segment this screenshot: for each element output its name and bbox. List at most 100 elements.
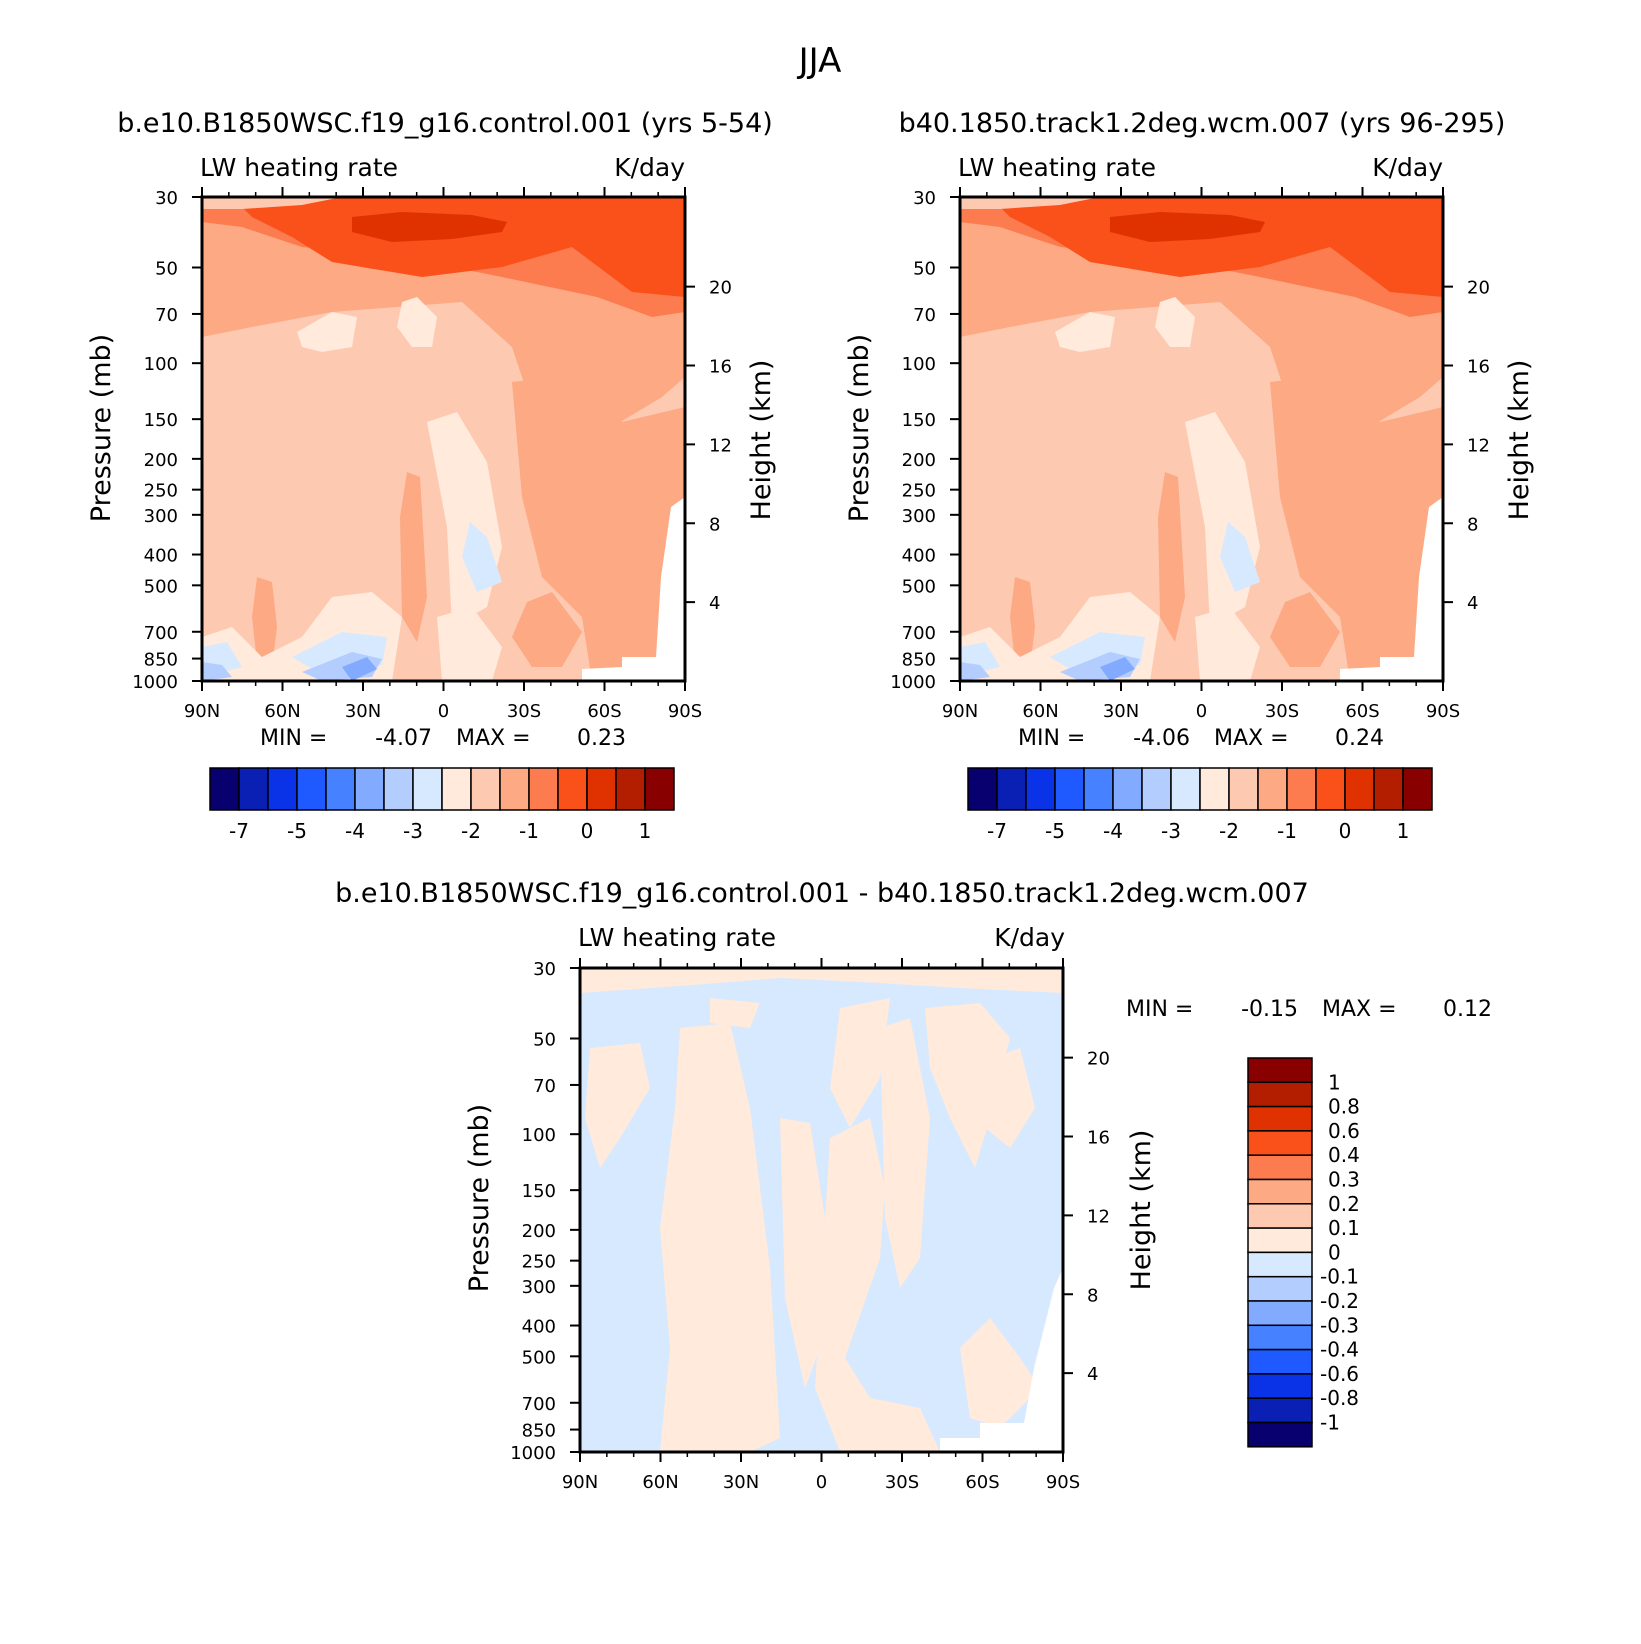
contour-fill <box>582 497 685 681</box>
y-tick-label: 700 <box>144 623 178 644</box>
contour-fill <box>1195 607 1260 681</box>
colorbar-box <box>1247 1178 1313 1205</box>
colorbar-box <box>967 767 998 811</box>
contour-fill <box>202 197 342 209</box>
contour-fill <box>990 197 1443 297</box>
panel-control-max-label: MAX = <box>456 726 531 751</box>
colorbar-box <box>1344 767 1375 811</box>
colorbar-label: -0.3 <box>1320 1313 1359 1337</box>
y-tick-label: 70 <box>155 305 178 326</box>
colorbar-box <box>296 767 327 811</box>
height-tick-label: 20 <box>1467 278 1490 299</box>
colorbar-label: 0 <box>1328 1240 1341 1264</box>
colorbar-label: 0 <box>1339 819 1352 843</box>
colorbar-box <box>1141 767 1172 811</box>
x-tick-label: 30N <box>1103 701 1139 722</box>
height-tick-label: 4 <box>1087 1364 1098 1385</box>
colorbar-label: 0.6 <box>1328 1119 1360 1143</box>
colorbar-box <box>1247 1275 1313 1302</box>
panel-wcm-pressure-axis-label: Pressure (mb) <box>844 334 875 522</box>
y-tick-label: 150 <box>522 1181 556 1202</box>
colorbar-box <box>528 767 559 811</box>
contour-fill <box>925 1003 1010 1168</box>
x-tick-label: 60S <box>965 1472 999 1493</box>
panel-diff-max-label: MAX = <box>1322 997 1397 1022</box>
contour-fill <box>1270 592 1340 667</box>
contour-fill <box>710 998 760 1028</box>
colorbar-box <box>1228 767 1259 811</box>
panel-wcm-max-value: 0.24 <box>1335 726 1384 751</box>
x-tick-label: 30N <box>345 701 381 722</box>
colorbar-box <box>1247 1373 1313 1399</box>
x-tick-label: 0 <box>1196 701 1207 722</box>
panel-control-pressure-axis-label: Pressure (mb) <box>86 334 117 522</box>
colorbar-label: 0.2 <box>1328 1192 1360 1216</box>
y-tick-label: 700 <box>522 1394 556 1415</box>
colorbar-box <box>1054 767 1085 811</box>
panel-control-case-title: b.e10.B1850WSC.f19_g16.control.001 (yrs … <box>117 108 773 139</box>
panel-diff-pressure-axis-label: Pressure (mb) <box>464 1104 495 1292</box>
panel-control-height-axis-label: Height (km) <box>746 360 777 521</box>
y-tick-label: 30 <box>155 188 178 209</box>
colorbar-label: -5 <box>287 819 307 843</box>
colorbar-box <box>1247 1348 1313 1375</box>
colorbar-box <box>209 767 240 811</box>
y-tick-label: 150 <box>902 410 936 431</box>
colorbar-box <box>1315 767 1346 811</box>
contour-fill <box>1340 497 1443 681</box>
y-tick-label: 500 <box>902 576 936 597</box>
y-tick-label: 70 <box>533 1076 556 1097</box>
panel-diff-variable-label: LW heating rate <box>578 923 776 952</box>
contour-fill <box>660 1023 780 1452</box>
colorbar-label: -0.1 <box>1320 1265 1359 1289</box>
colorbar-box <box>1247 1105 1313 1132</box>
contour-fill <box>252 577 277 667</box>
height-tick-label: 4 <box>709 593 720 614</box>
panel-diff-plot: 90N 60N 30N 0 30S 60S 90S 30 50 70 100 150 200 250 300… <box>510 958 1110 1493</box>
height-tick-label: 12 <box>1467 435 1490 456</box>
panel-control-variable-label: LW heating rate <box>200 153 398 182</box>
contour-fill <box>940 1268 1063 1452</box>
contour-fill <box>232 197 685 297</box>
panel-diff-units-label: K/day <box>994 923 1065 952</box>
panel-wcm-case-title: b40.1850.track1.2deg.wcm.007 (yrs 96-295… <box>899 108 1506 139</box>
y-tick-label: 100 <box>522 1125 556 1146</box>
colorbar-label: 0.8 <box>1328 1095 1360 1119</box>
x-tick-label: 60S <box>1345 701 1379 722</box>
contour-fill <box>352 212 507 242</box>
contour-fill <box>202 662 232 681</box>
contour-fill <box>1270 375 1443 681</box>
height-tick-label: 12 <box>1087 1206 1110 1227</box>
panel-diff: b.e10.B1850WSC.f19_g16.control.001 - b40… <box>335 878 1492 1493</box>
contour-fill <box>585 1043 650 1168</box>
x-tick-label: 60N <box>1022 701 1058 722</box>
y-tick-label: 200 <box>144 450 178 471</box>
x-tick-label: 30S <box>507 701 541 722</box>
colorbar-box <box>557 767 588 811</box>
colorbar-label: -7 <box>987 819 1007 843</box>
panel-diff-max-value: 0.12 <box>1443 997 1492 1022</box>
contour-fill <box>1155 297 1195 347</box>
y-tick-label: 250 <box>144 481 178 502</box>
panel-wcm-plot: 90N 60N 30N 0 30S 60S 90S 30 50 70 100 150 200 250 300… <box>890 187 1490 722</box>
contour-fill <box>1010 577 1035 667</box>
colorbar-box <box>412 767 443 811</box>
contour-fill <box>960 1318 1040 1428</box>
colorbar-box <box>1247 1324 1313 1351</box>
colorbar-box <box>1373 767 1404 811</box>
colorbar-label: -0.4 <box>1320 1338 1359 1362</box>
colorbar-label: -0.6 <box>1320 1362 1359 1386</box>
colorbar-box <box>383 767 414 811</box>
y-tick-label: 1000 <box>510 1443 556 1464</box>
height-tick-label: 8 <box>1087 1285 1098 1306</box>
colorbar-box <box>441 767 472 811</box>
colorbar-label: 0.4 <box>1328 1143 1360 1167</box>
colorbar-label: -3 <box>403 819 423 843</box>
x-tick-label: 60N <box>264 701 300 722</box>
panel-control-colorbar: -7 -5 -4 -3 -2 -1 0 1 <box>209 767 675 843</box>
panel-wcm-min-value: -4.06 <box>1133 726 1190 751</box>
panel-control-min-label: MIN = <box>260 726 327 751</box>
x-tick-label: 90N <box>562 1472 598 1493</box>
colorbar-label: 1 <box>639 819 652 843</box>
